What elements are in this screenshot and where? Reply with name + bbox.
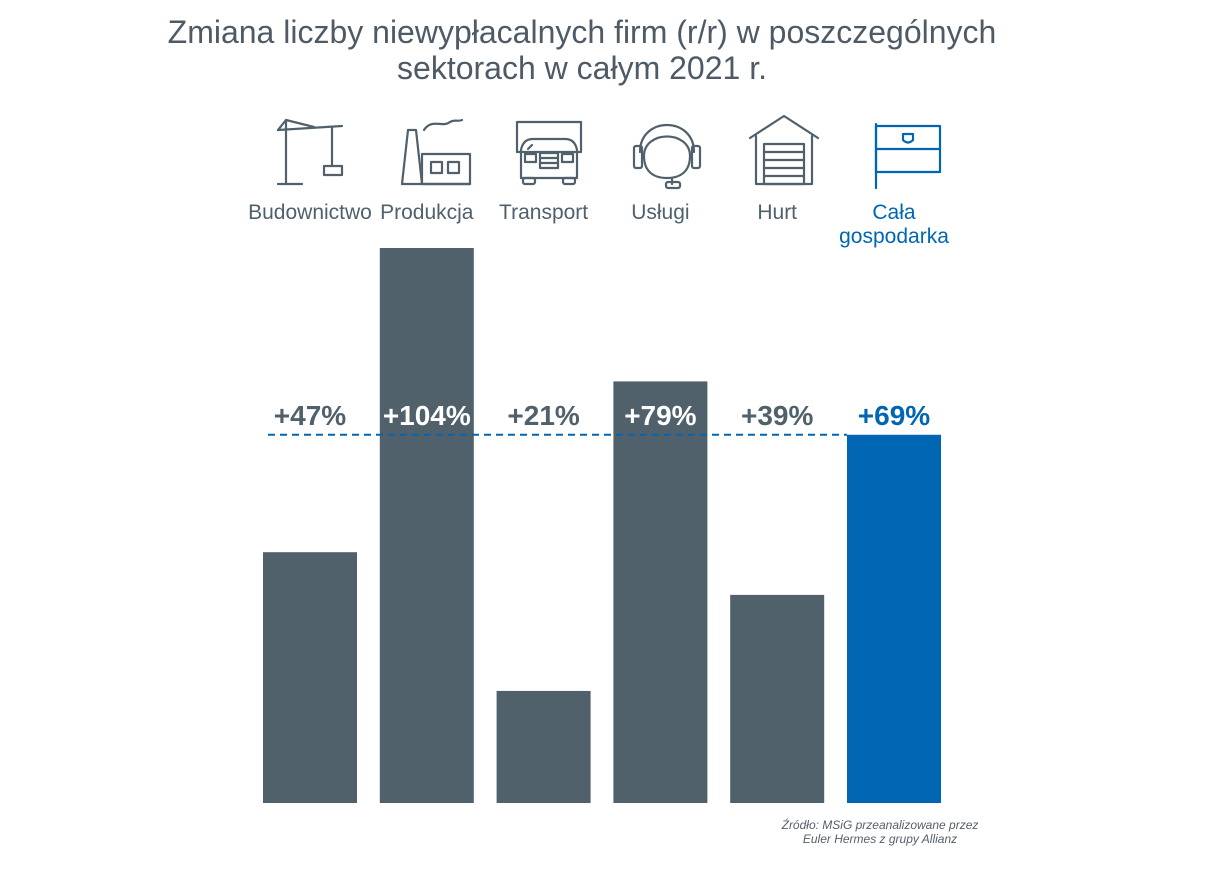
category-icons xyxy=(276,114,942,190)
category-label-2: Transport xyxy=(499,201,588,224)
bar-3 xyxy=(613,381,708,803)
chart-title-line-1: Zmiana liczby niewypłacalnych firm (r/r)… xyxy=(168,14,997,50)
source-line-1: Źródło: MSiG przeanalizowane przez xyxy=(781,817,979,832)
category-label-0: Budownictwo xyxy=(248,201,372,224)
value-labels: +47% +104% +21% +79% +39% +69% xyxy=(274,400,930,431)
value-label-0: +47% xyxy=(274,400,346,431)
category-labels: Budownictwo Produkcja Transport Usługi Hurt C… xyxy=(248,201,949,248)
value-label-1: +104% xyxy=(383,400,471,431)
category-label-3: Usługi xyxy=(631,201,689,224)
value-label-2: +21% xyxy=(507,400,579,431)
headset-icon xyxy=(632,123,702,190)
value-label-5: +69% xyxy=(858,400,930,431)
bar-5 xyxy=(847,434,941,803)
category-label-5-line-1: gospodarka xyxy=(839,225,949,248)
flag-icon xyxy=(874,122,942,190)
bars xyxy=(263,248,941,803)
value-label-3: +79% xyxy=(624,400,696,431)
factory-icon xyxy=(400,118,472,186)
construction-crane-icon xyxy=(276,118,344,186)
category-label-1: Produkcja xyxy=(380,201,474,224)
bar-1 xyxy=(379,248,474,803)
category-label-5-line-0: Cała xyxy=(872,201,916,224)
bar-0 xyxy=(263,552,357,803)
truck-icon xyxy=(515,120,583,186)
chart-title-line-2: sektorach w całym 2021 r. xyxy=(397,50,767,86)
bar-2 xyxy=(496,690,591,803)
bar-4 xyxy=(730,594,825,803)
category-label-4: Hurt xyxy=(757,201,797,224)
source-line-2: Euler Hermes z grupy Allianz xyxy=(803,832,957,846)
value-label-4: +39% xyxy=(741,400,813,431)
warehouse-icon xyxy=(748,114,820,186)
